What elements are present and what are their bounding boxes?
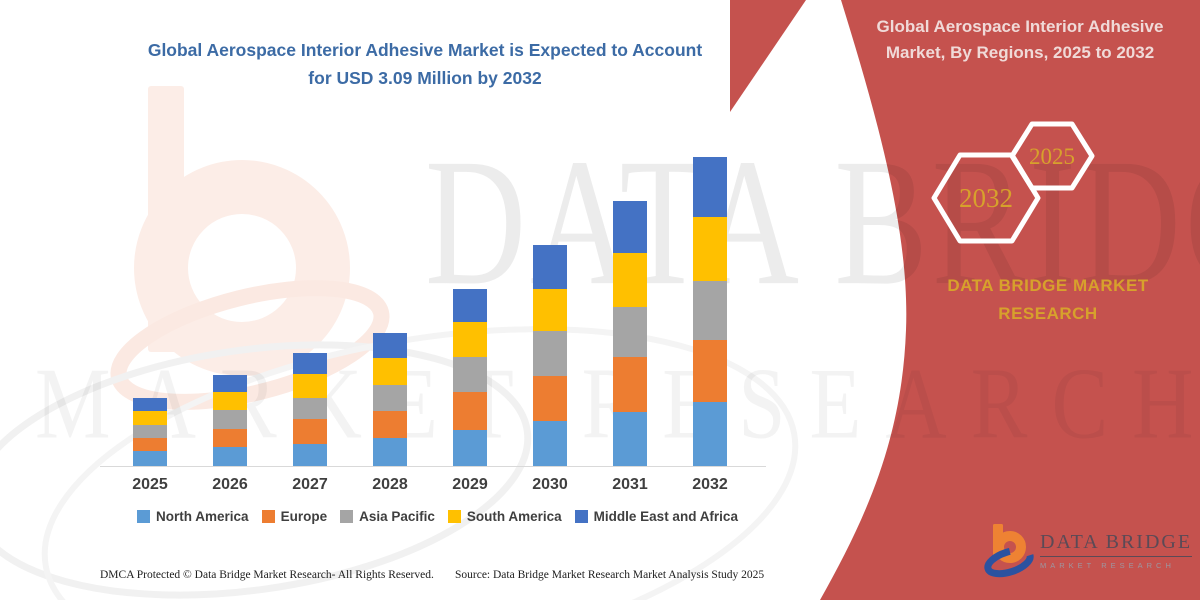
legend-label-south-america: South America	[466, 509, 562, 524]
bar-segment-south-america-2025	[133, 411, 167, 425]
x-tick-2032: 2032	[692, 476, 728, 493]
hexagon-2025-label: 2025	[1029, 144, 1075, 169]
bar-segment-middle-east-and-africa-2028	[373, 333, 407, 358]
legend-swatch-europe	[261, 510, 275, 523]
x-axis-line	[100, 466, 766, 467]
bar-segment-north-america-2026	[213, 447, 247, 466]
legend-item-asia-pacific: Asia Pacific	[340, 509, 435, 524]
legend-label-north-america: North America	[156, 509, 249, 524]
x-tick-2026: 2026	[212, 476, 248, 493]
bar-2031	[613, 201, 647, 466]
bar-segment-middle-east-and-africa-2029	[453, 289, 487, 322]
brand-text: DATA BRIDGE MARKET RESEARCH	[947, 276, 1149, 324]
chart-title: Global Aerospace Interior Adhesive Marke…	[147, 40, 703, 88]
footer-dmca-text: DMCA Protected © Data Bridge Market Rese…	[100, 569, 434, 581]
bar-2030	[533, 245, 567, 466]
bar-2029	[453, 289, 487, 466]
legend-label-europe: Europe	[280, 509, 328, 524]
hexagon-2032: 2032	[931, 152, 1041, 244]
bar-segment-north-america-2032	[693, 402, 727, 466]
hexagon-2025: 2025	[1009, 121, 1095, 191]
right-panel-title: Global Aerospace Interior Adhesive Marke…	[876, 17, 1164, 62]
bar-segment-middle-east-and-africa-2026	[213, 375, 247, 392]
legend-item-south-america: South America	[447, 509, 562, 524]
year-hexagons: 2032 2025	[931, 121, 1095, 244]
bar-segment-europe-2027	[293, 419, 327, 444]
bar-segment-asia-pacific-2031	[613, 307, 647, 357]
bar-segment-south-america-2027	[293, 374, 327, 398]
x-axis-labels: 2025 2026 2027 2028 2029 2030 2031 2032	[110, 476, 750, 494]
bar-segment-europe-2032	[693, 340, 727, 402]
logo-name-text: DATA BRIDGE	[1040, 531, 1193, 557]
bar-segment-north-america-2025	[133, 451, 167, 466]
bar-segment-south-america-2030	[533, 289, 567, 331]
bar-2032	[693, 157, 727, 466]
bar-segment-south-america-2028	[373, 358, 407, 385]
bar-2027	[293, 353, 327, 466]
bar-segment-north-america-2030	[533, 421, 567, 466]
bar-segment-asia-pacific-2028	[373, 385, 407, 411]
bar-2028	[373, 333, 407, 466]
legend-item-europe: Europe	[261, 509, 328, 524]
hexagon-2032-label: 2032	[959, 183, 1013, 213]
x-tick-2029: 2029	[452, 476, 488, 493]
x-tick-2030: 2030	[532, 476, 568, 493]
bar-2025	[133, 398, 167, 466]
bar-segment-north-america-2027	[293, 444, 327, 466]
legend-swatch-asia-pacific	[340, 510, 354, 523]
bar-segment-middle-east-and-africa-2025	[133, 398, 167, 411]
bar-2026	[213, 375, 247, 466]
data-bridge-logo-icon	[984, 524, 1034, 578]
bar-segment-south-america-2029	[453, 322, 487, 357]
legend-label-asia-pacific: Asia Pacific	[359, 509, 435, 524]
chart-legend: North America Europe Asia Pacific South Ame…	[55, 509, 820, 524]
bar-segment-asia-pacific-2025	[133, 425, 167, 438]
legend-swatch-middle-east-and-africa	[574, 510, 588, 523]
footer-source-text: Source: Data Bridge Market Research Mark…	[455, 569, 765, 581]
bar-segment-south-america-2032	[693, 217, 727, 281]
bar-segment-asia-pacific-2026	[213, 410, 247, 429]
bar-segment-asia-pacific-2027	[293, 398, 327, 419]
x-tick-2025: 2025	[132, 476, 168, 493]
bar-segment-middle-east-and-africa-2031	[613, 201, 647, 253]
x-tick-2027: 2027	[292, 476, 328, 493]
bar-segment-europe-2030	[533, 376, 567, 421]
bar-segment-europe-2025	[133, 438, 167, 451]
logo-tagline-text: MARKET RESEARCH	[1040, 561, 1175, 570]
bar-segment-north-america-2029	[453, 430, 487, 466]
legend-item-north-america: North America	[137, 509, 249, 524]
bar-segment-asia-pacific-2029	[453, 357, 487, 392]
plot-area	[110, 129, 750, 466]
legend-swatch-north-america	[137, 510, 151, 523]
x-tick-2031: 2031	[612, 476, 648, 493]
bar-segment-europe-2028	[373, 411, 407, 438]
data-bridge-logo-wordmark: DATA BRIDGE MARKET RESEARCH	[1040, 531, 1193, 570]
legend-item-middle-east-and-africa: Middle East and Africa	[574, 509, 738, 524]
legend-swatch-south-america	[447, 510, 461, 523]
bar-segment-south-america-2031	[613, 253, 647, 307]
bar-segment-asia-pacific-2032	[693, 281, 727, 340]
bar-segment-europe-2026	[213, 429, 247, 447]
bar-segment-middle-east-and-africa-2032	[693, 157, 727, 217]
bar-segment-south-america-2026	[213, 392, 247, 410]
legend-label-middle-east-and-africa: Middle East and Africa	[593, 509, 738, 524]
bar-segment-middle-east-and-africa-2030	[533, 245, 567, 289]
bar-segment-north-america-2031	[613, 412, 647, 466]
bar-segment-asia-pacific-2030	[533, 331, 567, 376]
bar-segment-europe-2031	[613, 357, 647, 412]
bar-segment-europe-2029	[453, 392, 487, 430]
x-tick-2028: 2028	[372, 476, 408, 493]
bar-segment-middle-east-and-africa-2027	[293, 353, 327, 374]
bar-segment-north-america-2028	[373, 438, 407, 466]
